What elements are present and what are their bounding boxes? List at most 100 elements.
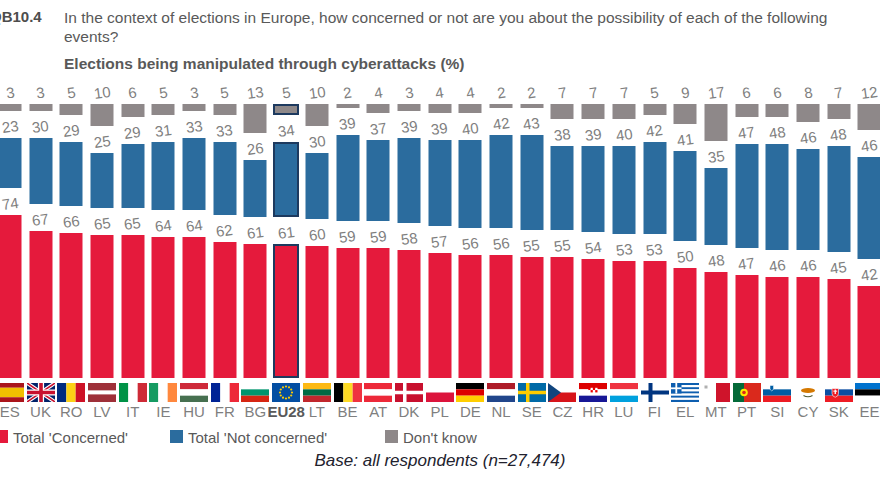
country-label: FR xyxy=(215,403,235,420)
not-concerned-value: 30 xyxy=(301,132,334,152)
not-concerned-value: 46 xyxy=(792,128,825,148)
concerned-bar xyxy=(735,275,758,378)
dont-know-bar xyxy=(367,104,390,113)
concerned-bar xyxy=(643,261,666,378)
country-label: UK xyxy=(30,403,51,420)
not-concerned-bar xyxy=(183,138,206,211)
not-concerned-bar xyxy=(459,140,482,228)
legend-label-not-concerned: Total 'Not concerned' xyxy=(188,429,327,446)
concerned-value: 53 xyxy=(608,240,641,260)
concerned-value: 58 xyxy=(393,229,426,249)
dont-know-value: 5 xyxy=(55,83,88,103)
dont-know-value: 2 xyxy=(331,83,364,103)
concerned-swatch xyxy=(0,430,8,443)
dont-know-bar xyxy=(183,104,206,111)
country-label: DE xyxy=(460,403,481,420)
dont-know-value: 10 xyxy=(301,83,334,103)
dont-know-value: 2 xyxy=(485,83,518,103)
concerned-value: 60 xyxy=(301,225,334,245)
concerned-value: 59 xyxy=(331,227,364,247)
concerned-bar xyxy=(273,244,299,378)
country-label: LU xyxy=(614,403,633,420)
hr-flag-icon xyxy=(579,383,607,402)
concerned-bar xyxy=(336,248,359,378)
concerned-bar xyxy=(612,261,635,378)
dont-know-value: 7 xyxy=(577,83,610,103)
dont-know-value: 3 xyxy=(178,83,211,103)
concerned-bar xyxy=(827,279,850,378)
country-label: SI xyxy=(770,403,784,420)
dont-know-value: 5 xyxy=(147,83,180,103)
not-concerned-bar xyxy=(213,142,236,215)
not-concerned-bar xyxy=(520,135,543,230)
lt-flag-icon xyxy=(303,383,331,402)
not-concerned-bar xyxy=(674,151,697,241)
country-label: PL xyxy=(430,403,448,420)
se-flag-icon xyxy=(518,383,546,402)
chart-column-fr: 53362FR xyxy=(209,0,240,430)
dont-know-bar xyxy=(152,104,175,115)
dont-know-value: 5 xyxy=(270,83,303,103)
dont-know-value: 6 xyxy=(761,83,794,103)
dont-know-value: 5 xyxy=(208,83,241,103)
chart-column-se: 24355SE xyxy=(516,0,547,430)
dont-know-value: 7 xyxy=(608,83,641,103)
not-concerned-value: 41 xyxy=(669,130,702,150)
not-concerned-value: 40 xyxy=(454,119,487,139)
not-concerned-value: 29 xyxy=(55,121,88,141)
not-concerned-value: 26 xyxy=(239,139,272,159)
mt-flag-icon xyxy=(702,383,730,402)
at-flag-icon xyxy=(364,383,392,402)
not-concerned-value: 39 xyxy=(423,119,456,139)
chart-column-hu: 33364HU xyxy=(179,0,210,430)
be-flag-icon xyxy=(334,383,362,402)
legend-label-concerned: Total 'Concerned' xyxy=(13,429,128,446)
chart-column-de: 44056DE xyxy=(455,0,486,430)
country-label: EU28 xyxy=(267,403,305,420)
dont-know-bar xyxy=(766,104,789,117)
concerned-bar xyxy=(797,277,820,378)
dont-know-bar xyxy=(797,104,820,122)
chart-column-sk: 74845SK xyxy=(823,0,854,430)
country-label: EE xyxy=(859,403,879,420)
dont-know-bar xyxy=(520,104,543,108)
concerned-bar xyxy=(428,253,451,378)
chart-column-be: 23959BE xyxy=(332,0,363,430)
concerned-value: 55 xyxy=(546,236,579,256)
dont-know-value: 7 xyxy=(822,83,855,103)
chart-column-lu: 74053LU xyxy=(609,0,640,430)
dont-know-bar xyxy=(827,104,850,119)
concerned-value: 61 xyxy=(239,223,272,243)
not-concerned-bar xyxy=(582,146,605,232)
concerned-value: 66 xyxy=(55,212,88,232)
concerned-value: 64 xyxy=(147,216,180,236)
concerned-bar xyxy=(551,257,574,378)
concerned-bar xyxy=(183,237,206,378)
concerned-value: 59 xyxy=(362,227,395,247)
concerned-value: 48 xyxy=(700,251,733,271)
concerned-bar xyxy=(459,255,482,378)
not-concerned-value: 39 xyxy=(331,114,364,134)
el-flag-icon xyxy=(671,383,699,402)
concerned-bar xyxy=(582,259,605,378)
not-concerned-value: 46 xyxy=(853,136,880,156)
not-concerned-value: 35 xyxy=(700,147,733,167)
dont-know-value: 4 xyxy=(454,83,487,103)
not-concerned-bar xyxy=(827,146,850,252)
chart-column-hr: 73954HR xyxy=(578,0,609,430)
concerned-value: 62 xyxy=(208,221,241,241)
concerned-bar xyxy=(244,244,267,378)
dont-know-value: 13 xyxy=(239,83,272,103)
country-label: MT xyxy=(705,403,727,420)
dont-know-value: 4 xyxy=(362,83,395,103)
concerned-value: 53 xyxy=(638,240,671,260)
dont-know-value: 3 xyxy=(393,83,426,103)
concerned-value: 45 xyxy=(822,258,855,278)
dont-know-bar xyxy=(490,104,513,108)
dont-know-bar xyxy=(397,104,420,111)
cy-flag-icon xyxy=(794,383,822,402)
concerned-bar xyxy=(367,248,390,378)
dont-know-value: 7 xyxy=(546,83,579,103)
concerned-value: 56 xyxy=(485,234,518,254)
country-label: CY xyxy=(798,403,819,420)
